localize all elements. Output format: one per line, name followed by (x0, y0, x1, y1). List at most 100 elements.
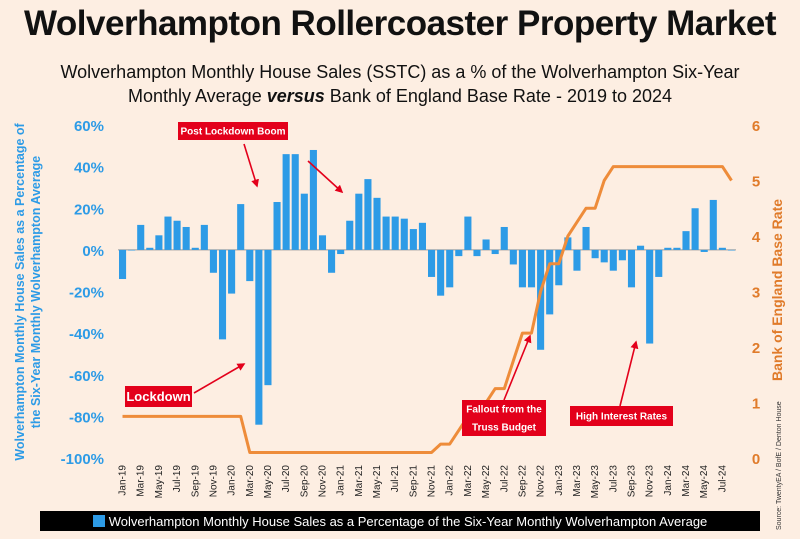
bar (718, 247, 726, 250)
y2-tick-label: 4 (752, 229, 761, 246)
annotation-post-lockdown-boom-label: Post Lockdown Boom (181, 127, 286, 138)
x-tick-label: Mar-20 (245, 465, 256, 497)
bar (328, 249, 336, 273)
bar (355, 193, 363, 250)
x-tick-label: Jan-20 (227, 465, 238, 496)
bar (646, 249, 654, 344)
bar (137, 224, 145, 250)
y2-tick-label: 6 (752, 118, 760, 135)
legend-swatch-bars (92, 515, 105, 527)
bar (346, 220, 354, 250)
bar (291, 154, 299, 250)
y-tick-label: 40% (74, 160, 104, 177)
legend-label-bars: Wolverhampton Monthly House Sales as a P… (108, 513, 708, 529)
bar (273, 202, 281, 250)
bar (655, 249, 663, 277)
rate-line-series (122, 165, 733, 454)
x-tick-label: Sep-21 (408, 465, 419, 498)
annotations: Post Lockdown Boom Lockdown Fallout from t… (125, 122, 673, 436)
bar (209, 249, 217, 273)
x-tick-label: Jul-21 (390, 465, 401, 493)
bar (191, 247, 199, 250)
bar (173, 220, 181, 250)
rate-line (122, 165, 733, 454)
bar (164, 216, 172, 250)
bar (709, 199, 717, 250)
annotation-arrow (619, 340, 639, 407)
axes: 60% 40% 20% 0% -20% -40% -60% -80% -100% 6 5 4 3 2 1 0 J… (13, 118, 785, 498)
bar (564, 237, 572, 250)
x-tick-label: Nov-19 (208, 465, 219, 498)
subtitle-line-2-pre: Monthly Average (127, 86, 262, 106)
bar (128, 249, 136, 251)
x-tick-label: May-22 (481, 465, 492, 499)
bar (391, 216, 399, 250)
y2-axis-title: Bank of England Base Rate (769, 199, 785, 381)
bar (182, 226, 190, 250)
bar (409, 229, 417, 250)
bar (382, 216, 390, 250)
subtitle-line-2-post: Bank of England Base Rate - 2019 to 2024 (329, 86, 673, 106)
annotation-post-lockdown-boom-box (178, 122, 288, 140)
y-tick-label: 20% (74, 201, 104, 218)
y-axis-title-line-1: Wolverhampton Monthly House Sales as a P… (13, 122, 27, 460)
x-tick-label: Sep-22 (517, 465, 528, 498)
y-tick-label: 60% (74, 118, 104, 135)
bar (637, 245, 645, 250)
bar-series (119, 149, 735, 425)
bar (527, 249, 536, 288)
source-note: Source: TwentyEA / BofE / Denton House (776, 401, 783, 530)
bar (491, 249, 499, 255)
annotation-truss-budget-label: Fallout from the Truss Budget (466, 405, 542, 434)
y-tick-label: -100% (61, 451, 104, 468)
x-tick-label: Nov-21 (427, 465, 438, 498)
y-axis-title: Wolverhampton Monthly House Sales as a P… (13, 122, 43, 460)
bar (537, 249, 545, 350)
x-tick-label: Jul-23 (608, 465, 619, 493)
bar (473, 249, 481, 257)
annotation-high-interest-rates-label: High Interest Rates (576, 412, 668, 423)
bar (518, 249, 526, 288)
bar (573, 249, 581, 271)
bar (682, 231, 690, 250)
bar (546, 249, 554, 315)
bar (373, 197, 381, 250)
bar (255, 249, 263, 425)
y-tick-label: -60% (69, 368, 104, 385)
x-tick-label: Jul-19 (172, 465, 183, 493)
bar (509, 249, 517, 265)
bar (155, 235, 163, 250)
annotation-truss-budget-box (462, 400, 546, 436)
bar (218, 249, 227, 340)
annotation-lockdown-label: Lockdown (126, 389, 190, 404)
bar (228, 249, 236, 294)
x-tick-label: Nov-23 (645, 465, 656, 498)
bar (428, 249, 436, 277)
annotation-truss-budget-label-line: Fallout from the (466, 405, 542, 416)
y2-tick-label: 5 (752, 174, 760, 191)
annotation-arrow (503, 334, 532, 401)
bar (482, 239, 490, 250)
y2-tick-label: 1 (752, 396, 760, 413)
x-tick-label: Jul-22 (499, 465, 510, 493)
bar (282, 154, 290, 250)
annotation-high-interest-rates-label-line: High Interest Rates (576, 412, 668, 423)
x-tick-label: Nov-22 (536, 465, 547, 498)
bar (119, 249, 127, 280)
annotation-high-interest-rates-box (570, 406, 673, 426)
bar (437, 249, 445, 296)
bar (364, 179, 372, 250)
x-tick-label: Sep-23 (627, 465, 638, 498)
annotation-arrow (307, 160, 344, 194)
x-tick-label: Jan-19 (118, 465, 129, 496)
y-tick-label: -80% (69, 409, 104, 426)
x-tick-label: Jan-22 (445, 465, 456, 496)
subtitle-versus: versus (266, 86, 325, 106)
bar (264, 249, 272, 386)
x-tick-label: Mar-23 (572, 465, 583, 497)
x-tick-label: Sep-19 (190, 465, 201, 498)
y2-tick-label: 3 (752, 285, 760, 302)
y2-tick-label: 2 (752, 340, 760, 357)
bar (627, 249, 636, 288)
bar (700, 249, 708, 252)
